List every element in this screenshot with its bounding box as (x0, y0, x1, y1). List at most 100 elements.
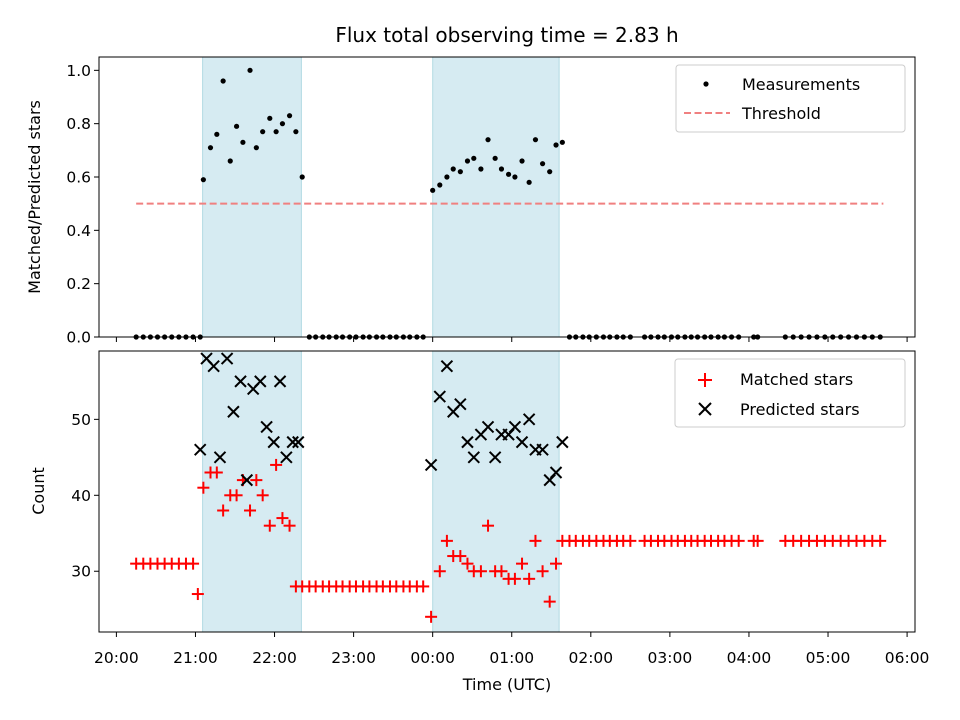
x-b (234, 375, 247, 388)
x-b (273, 375, 287, 388)
x-b (508, 420, 522, 434)
matched-star-point (474, 565, 487, 578)
matched-star-point (624, 534, 637, 547)
matched-star-point (270, 458, 283, 471)
x-tick-label: 02:00 (568, 649, 613, 667)
predicted-star-point (292, 435, 305, 449)
matched-star-point (433, 565, 446, 578)
predicted-star-point (433, 390, 446, 403)
measurement-point (471, 155, 477, 161)
predicted-star-point (508, 420, 522, 434)
matched-star-point (187, 557, 200, 570)
chart-title: Flux total observing time = 2.83 h (335, 23, 678, 47)
bottom-shaded-regions (202, 350, 560, 633)
legend-predicted-marker (698, 402, 712, 416)
legend-threshold-label: Threshold (741, 104, 821, 123)
x-tick-label: 04:00 (727, 649, 772, 667)
matched-star-point (508, 572, 521, 585)
predicted-star-point (234, 375, 247, 388)
x-b (549, 466, 563, 479)
measurement-point (492, 155, 498, 161)
y-tick-label: 0.2 (66, 275, 91, 293)
matched-star-point (529, 534, 542, 547)
measurement-point (559, 139, 565, 145)
shaded-interval-1 (202, 56, 302, 338)
matched-star-point (425, 610, 438, 623)
matched-star-point (550, 557, 563, 570)
x-b (536, 443, 549, 456)
x-tick-label: 22:00 (252, 649, 297, 667)
matched-star-point (256, 489, 269, 502)
matched-star-point (440, 534, 453, 547)
bottom-data-marks (130, 352, 887, 623)
measurement-point (273, 129, 279, 135)
x-b (260, 420, 273, 434)
measurement-point (247, 67, 253, 73)
matched-star-point (482, 519, 495, 532)
x-b (467, 451, 480, 464)
matched-star-point (874, 534, 887, 547)
x-b (481, 420, 495, 434)
legend-predicted-label: Predicted stars (740, 400, 860, 419)
x-b (267, 435, 280, 449)
matched-star-point (495, 565, 508, 578)
measurement-point (227, 158, 233, 164)
measurement-point (547, 169, 553, 175)
measurement-point (430, 187, 436, 193)
measurement-point (240, 139, 246, 145)
matched-star-point (276, 512, 289, 525)
x-tick-label: 01:00 (489, 649, 534, 667)
measurement-point (214, 131, 220, 137)
legend-matched-marker (698, 373, 712, 387)
matched-star-point (417, 580, 430, 593)
matched-star-point (732, 534, 745, 547)
measurement-point (505, 171, 512, 177)
top-y-ticks: 0.0 0.2 0.4 0.6 0.8 1.0 (66, 62, 99, 347)
measurement-point (286, 113, 293, 119)
top-plot-frame (98, 56, 916, 338)
matched-star-point (263, 519, 276, 532)
x-b (515, 435, 529, 449)
y-tick-label: 50 (71, 411, 91, 429)
predicted-star-point (240, 473, 254, 487)
predicted-star-point (273, 375, 287, 388)
x-b (440, 359, 454, 373)
x-tick-label: 20:00 (94, 649, 139, 667)
x-b (254, 375, 267, 388)
predicted-star-point (260, 420, 273, 434)
x-tick-label: 21:00 (173, 649, 218, 667)
x-b (227, 405, 240, 418)
predicted-star-point (454, 397, 467, 411)
measurement-point (539, 161, 546, 167)
matched-star-point (210, 466, 223, 479)
predicted-star-point (515, 435, 529, 449)
matched-star-point (217, 504, 230, 517)
measurement-point (253, 145, 259, 151)
measurement-point (532, 137, 539, 143)
predicted-star-point (213, 451, 227, 464)
measurement-point (485, 137, 491, 143)
predicted-star-point (522, 413, 536, 426)
predicted-star-point (227, 405, 240, 418)
matched-star-point (751, 534, 764, 547)
predicted-star-point (440, 359, 454, 373)
measurement-point (553, 142, 559, 148)
x-b (461, 435, 474, 449)
y-tick-label: 0.4 (66, 222, 91, 240)
measurement-point (233, 123, 240, 129)
legend-measurements-label: Measurements (742, 75, 860, 94)
bottom-plot-frame (98, 350, 916, 633)
y-tick-label: 0.6 (66, 169, 91, 187)
predicted-star-point (467, 451, 480, 464)
measurement-point (260, 129, 266, 135)
measurement-point (220, 78, 226, 84)
bottom-y-axis-label: Count (29, 467, 48, 515)
measurement-point (299, 174, 305, 180)
x-tick-label: 03:00 (648, 649, 693, 667)
predicted-star-point (280, 451, 293, 464)
x-b (286, 435, 299, 449)
y-tick-label: 40 (71, 487, 91, 505)
predicted-star-point (461, 435, 474, 449)
x-b (522, 413, 536, 426)
measurement-point (512, 174, 518, 180)
